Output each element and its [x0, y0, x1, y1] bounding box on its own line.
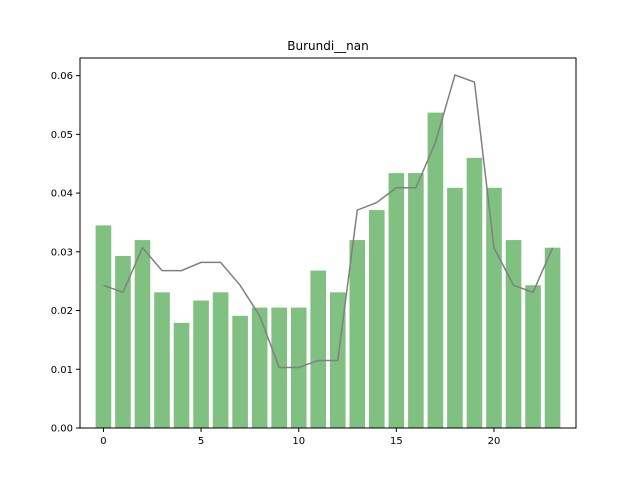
bar: [388, 173, 405, 428]
y-tick-label: 0.04: [51, 189, 73, 200]
y-tick-label: 0.05: [51, 130, 73, 141]
plot-frame: [79, 57, 577, 429]
bar: [212, 292, 229, 428]
bar: [466, 157, 483, 429]
bar: [310, 270, 327, 428]
y-tick-label: 0.06: [51, 71, 73, 82]
bar: [95, 225, 112, 428]
bar: [251, 307, 268, 428]
bar: [173, 322, 190, 428]
bar: [408, 173, 424, 428]
bar: [154, 292, 170, 428]
bar: [232, 315, 248, 428]
y-tick-label: 0.03: [51, 247, 73, 258]
x-tick-label: 15: [390, 436, 403, 447]
line-series: [103, 74, 554, 369]
bar: [525, 285, 541, 428]
bar: [369, 210, 385, 428]
x-tick-label: 5: [198, 436, 204, 447]
bar: [505, 240, 522, 428]
bar: [115, 255, 131, 428]
y-tick-label: 0.00: [51, 424, 73, 435]
y-tick-label: 0.02: [51, 306, 73, 317]
bar: [349, 240, 366, 428]
x-tick-label: 0: [100, 436, 106, 447]
bar: [447, 187, 463, 428]
bar: [134, 240, 151, 428]
bar: [193, 300, 209, 428]
trend-line: [103, 74, 554, 369]
bar: [427, 112, 444, 428]
x-tick-label: 20: [488, 436, 501, 447]
y-axis: 0.00 0.01 0.02 0.03 0.04 0.05 0.06: [51, 71, 80, 435]
chart-title: Burundi__nan: [287, 39, 369, 53]
y-tick-label: 0.01: [51, 365, 73, 376]
bar: [544, 247, 561, 428]
x-tick-label: 10: [292, 436, 305, 447]
bar: [486, 187, 502, 428]
x-axis: 0 5 10 15 20: [100, 428, 500, 447]
